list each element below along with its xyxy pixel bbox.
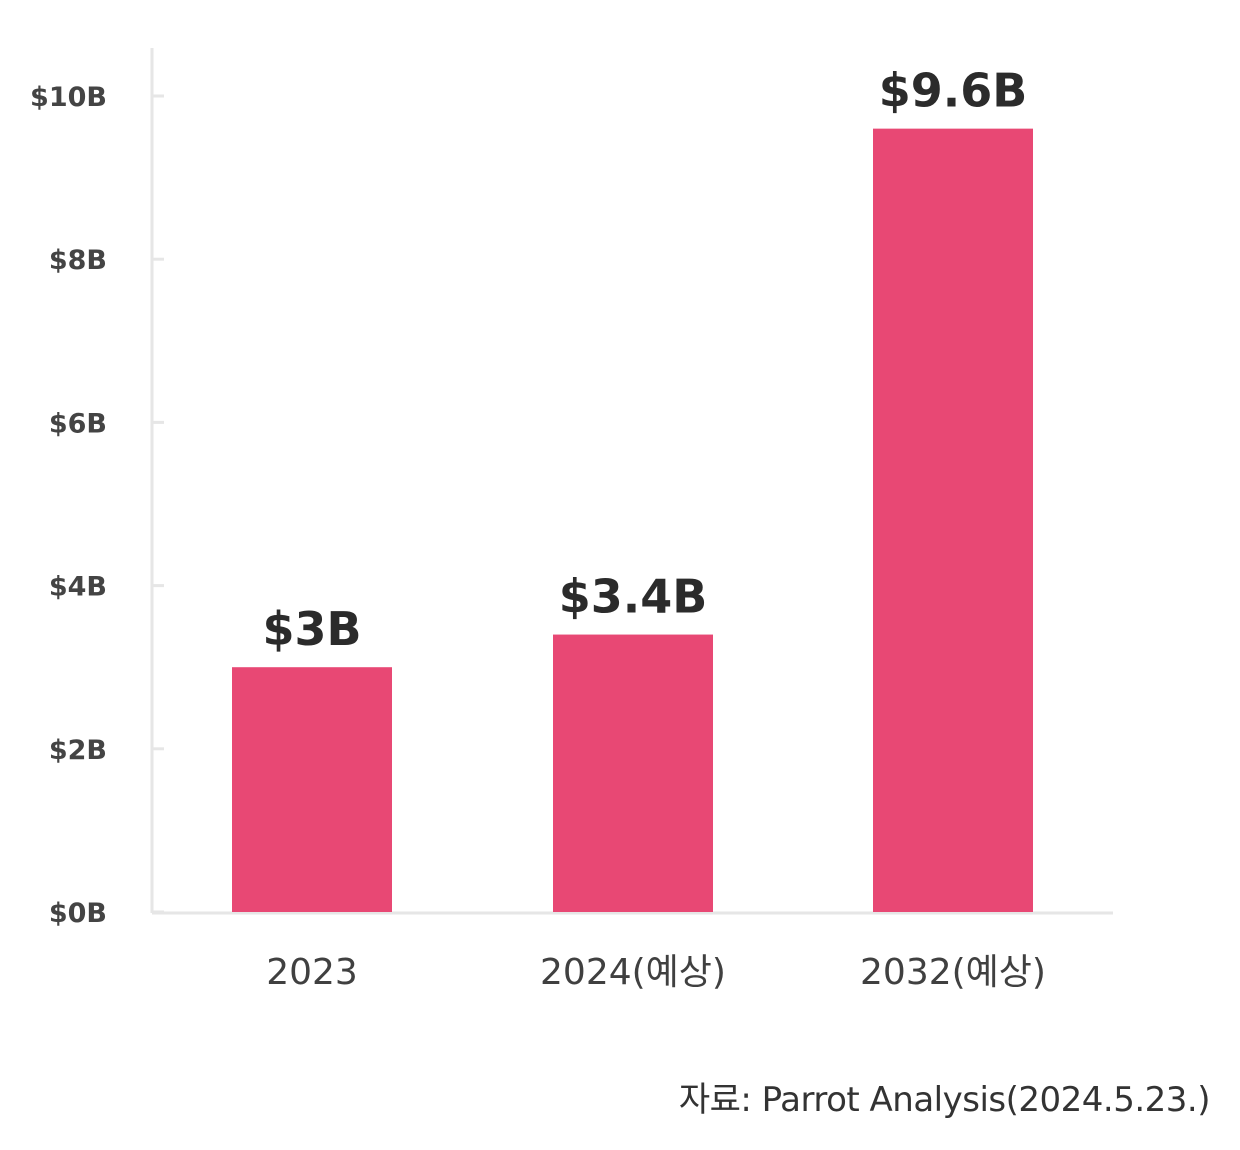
y-tick-label: $4B: [49, 572, 107, 603]
value-label: $3.4B: [559, 570, 708, 624]
source-note: 자료: Parrot Analysis(2024.5.23.): [678, 1080, 1211, 1120]
bars: [232, 128, 1033, 912]
value-labels: $3B $3.4B $9.6B: [262, 64, 1027, 657]
value-label: $3B: [262, 602, 361, 656]
category-labels: 2023 2024(예상) 2032(예상): [266, 952, 1046, 993]
axes: [150, 48, 1113, 915]
bar-2032(예상): [873, 128, 1033, 912]
y-tick-label: $0B: [49, 898, 107, 929]
bar-2023: [232, 667, 392, 912]
category-label: 2032(예상): [860, 952, 1046, 993]
y-tick-label: $10B: [30, 82, 107, 113]
y-tick-label: $6B: [49, 408, 107, 439]
bar-2024(예상): [553, 634, 713, 912]
y-ticks: $0B $2B $4B $6B $8B $10B: [30, 82, 164, 929]
value-label: $9.6B: [879, 64, 1028, 118]
y-tick-label: $8B: [49, 245, 107, 276]
category-label: 2023: [266, 952, 358, 993]
category-label: 2024(예상): [540, 952, 726, 993]
y-tick-label: $2B: [49, 735, 107, 766]
